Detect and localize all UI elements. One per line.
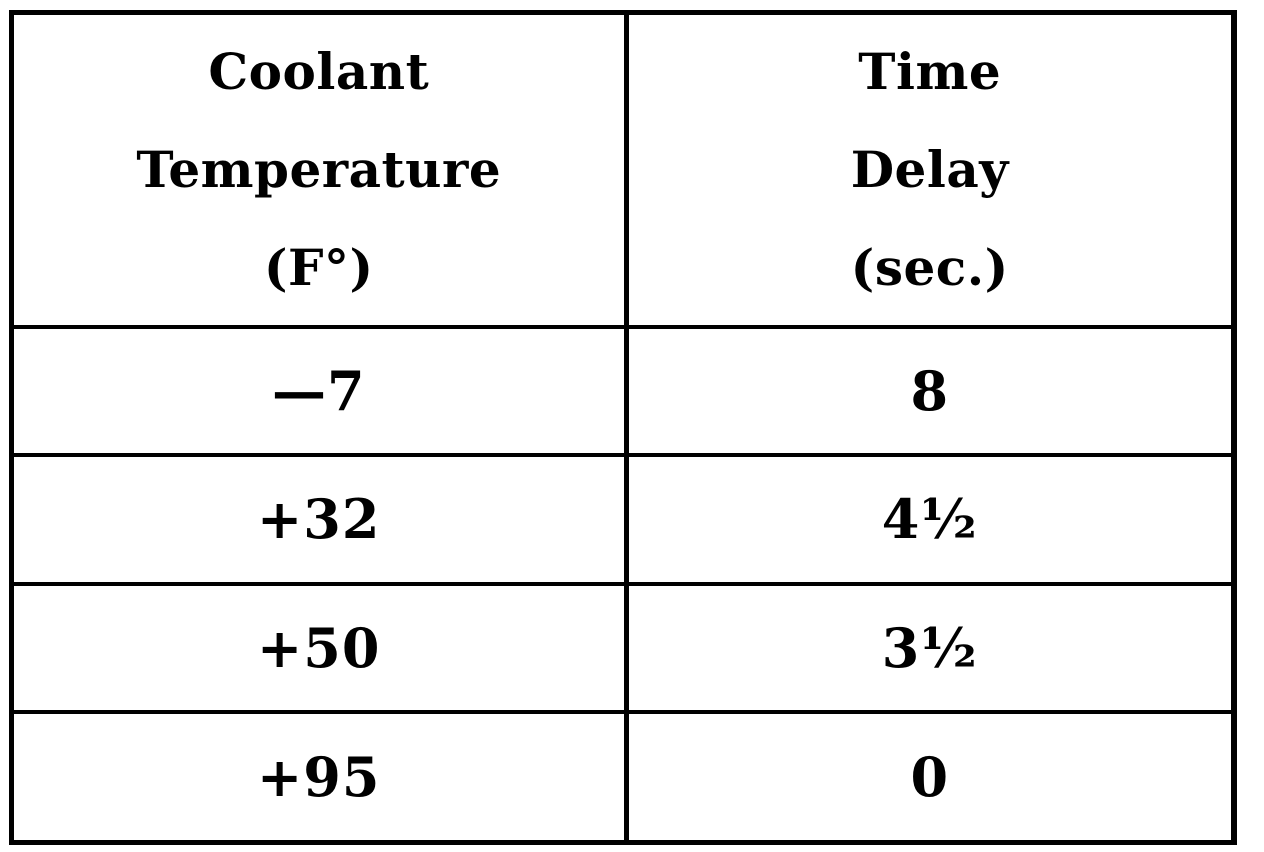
header-line: (F°) [263,238,374,297]
delay-value: 3½ [881,615,978,680]
header-line: Time [858,42,1002,101]
table-row: +50 3½ [14,583,1231,714]
delay-cell: 8 [626,327,1231,458]
delay-cell: 0 [626,712,1231,840]
header-line: Coolant [208,42,430,101]
coolant-time-delay-table-frame: Coolant Temperature (F°) Time Delay (sec… [9,10,1237,845]
coolant-time-delay-table: Coolant Temperature (F°) Time Delay (sec… [14,15,1231,840]
header-coolant-temperature: Coolant Temperature (F°) [14,15,629,329]
temperature-value: —7 [271,359,366,424]
table-row: —7 8 [14,327,1231,458]
temperature-value: +95 [257,744,381,809]
header-line: Delay [850,140,1009,199]
delay-cell: 4½ [626,455,1231,586]
delay-cell: 3½ [626,583,1231,714]
delay-value: 4½ [881,487,978,552]
header-time-delay: Time Delay (sec.) [626,15,1231,329]
table-row: +32 4½ [14,455,1231,586]
table-row: +95 0 [14,711,1231,840]
table-header-row: Coolant Temperature (F°) Time Delay (sec… [14,15,1231,329]
header-line: Temperature [136,140,502,199]
delay-value: 8 [910,359,950,424]
temperature-cell: +32 [14,455,629,586]
delay-value: 0 [910,744,950,809]
temperature-cell: —7 [14,327,629,458]
header-line: (sec.) [850,238,1009,297]
temperature-cell: +50 [14,583,629,714]
temperature-value: +50 [257,615,381,680]
temperature-cell: +95 [14,711,629,840]
temperature-value: +32 [257,487,381,552]
